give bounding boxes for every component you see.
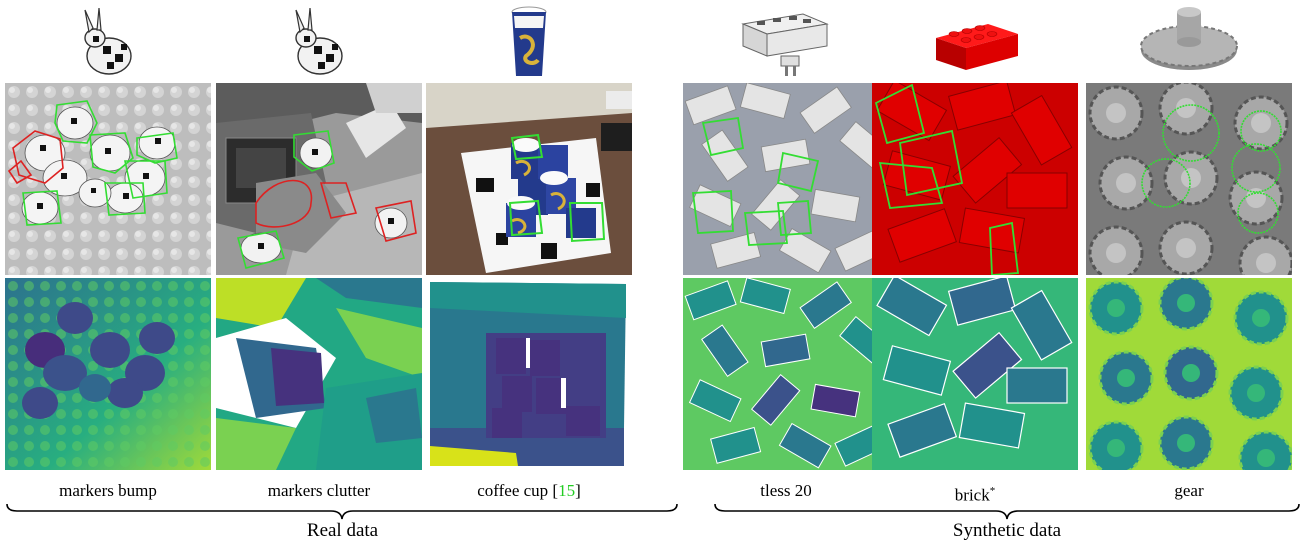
group-label-synthetic: Synthetic data [952,520,1062,541]
depth-map-brick [872,278,1078,470]
scene-photo-markers-bump [5,83,211,275]
coffee-cup-icon [426,2,632,78]
lego-brick-icon [872,2,1078,78]
brace-synthetic-data [714,503,1300,520]
caption-brick: brick* [954,485,996,505]
caption-coffee-cup: coffee cup [15] [477,481,581,500]
gear-icon [1086,2,1292,78]
bunny-with-markers-icon [216,2,422,78]
caption-gear: gear [1174,481,1204,500]
caption-markers-bump: markers bump [59,481,157,500]
depth-map-gear [1086,278,1292,470]
scene-photo-gear [1086,83,1292,275]
caption-tless-20: tless 20 [760,481,812,500]
power-socket-icon [683,2,889,78]
scene-photo-markers-clutter [216,83,422,275]
depth-map-markers-bump [5,278,211,470]
scene-photo-coffee-cup [426,83,632,275]
citation-link[interactable]: 15 [558,481,576,500]
group-label-real: Real data [306,520,379,541]
brace-real-data [6,503,678,520]
depth-map-markers-clutter [216,278,422,470]
scene-photo-brick [872,83,1078,275]
depth-map-coffee-cup [426,278,632,470]
depth-map-tless-20 [683,278,889,470]
scene-photo-tless-20 [683,83,889,275]
caption-markers-clutter: markers clutter [267,481,371,500]
bunny-with-markers-icon [5,2,211,78]
